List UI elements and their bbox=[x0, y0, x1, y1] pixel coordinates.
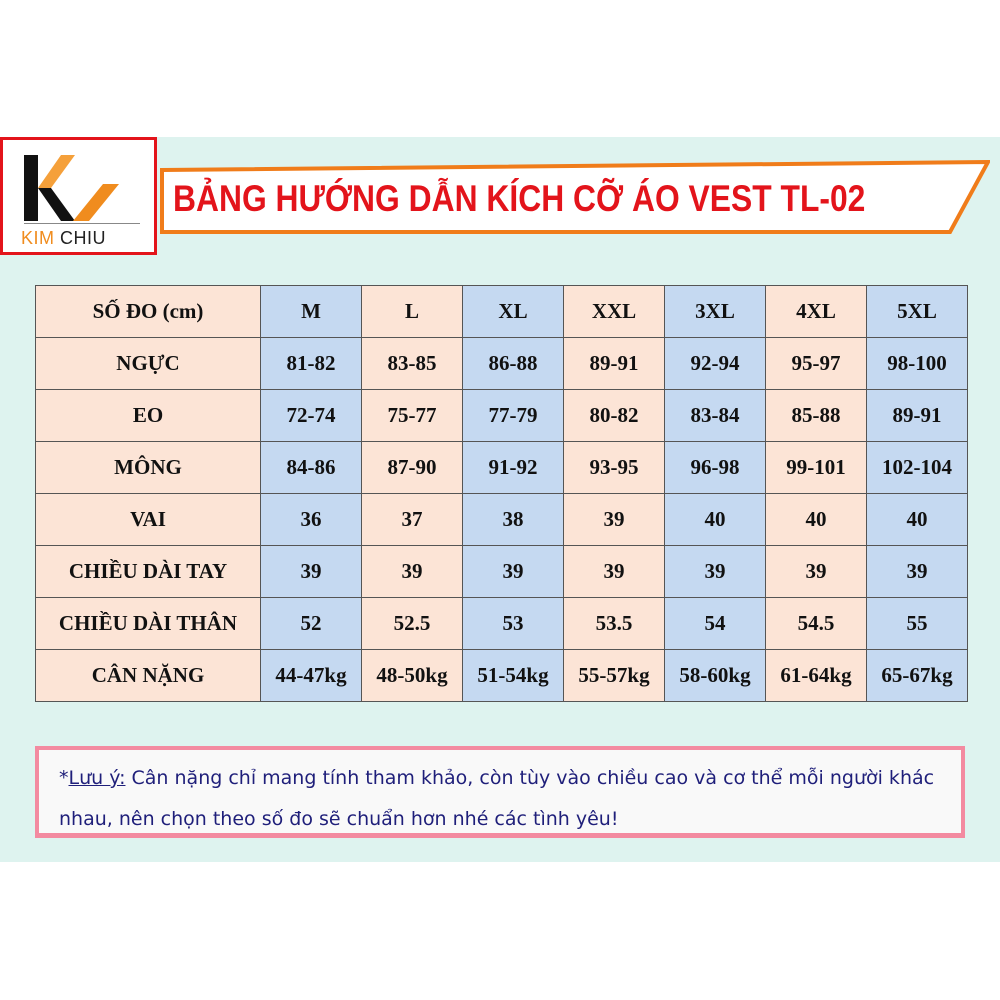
header-cell: M bbox=[260, 285, 362, 338]
measurement-cell: 81-82 bbox=[260, 337, 362, 390]
measurement-cell: 48-50kg bbox=[361, 649, 463, 702]
measurement-cell: 55-57kg bbox=[563, 649, 665, 702]
measurement-cell: 93-95 bbox=[563, 441, 665, 494]
measurement-cell: 92-94 bbox=[664, 337, 766, 390]
header-cell: L bbox=[361, 285, 463, 338]
row-label: CHIỀU DÀI THÂN bbox=[35, 597, 261, 650]
size-table: SỐ ĐO (cm) M L XL XXL 3XL 4XL 5XL NGỰC 81… bbox=[35, 285, 968, 702]
header-cell: XL bbox=[462, 285, 564, 338]
measurement-cell: 86-88 bbox=[462, 337, 564, 390]
table-row: CÂN NẶNG 44-47kg 48-50kg 51-54kg 55-57kg 58-6… bbox=[35, 649, 968, 702]
table-row: VAI 36 37 38 39 40 40 40 bbox=[35, 493, 968, 546]
logo-text: KIM CHIU bbox=[21, 228, 107, 248]
measurement-cell: 39 bbox=[462, 545, 564, 598]
measurement-cell: 72-74 bbox=[260, 389, 362, 442]
measurement-cell: 65-67kg bbox=[866, 649, 968, 702]
measurement-cell: 39 bbox=[260, 545, 362, 598]
row-label: VAI bbox=[35, 493, 261, 546]
measurement-cell: 39 bbox=[361, 545, 463, 598]
measurement-cell: 85-88 bbox=[765, 389, 867, 442]
measurement-cell: 39 bbox=[765, 545, 867, 598]
row-label: NGỰC bbox=[35, 337, 261, 390]
measurement-cell: 53 bbox=[462, 597, 564, 650]
table-header-row: SỐ ĐO (cm) M L XL XXL 3XL 4XL 5XL bbox=[35, 285, 968, 338]
table-row: CHIỀU DÀI THÂN 52 52.5 53 53.5 54 54.5 55 bbox=[35, 597, 968, 650]
measurement-cell: 39 bbox=[563, 545, 665, 598]
measurement-cell: 55 bbox=[866, 597, 968, 650]
header-cell: 4XL bbox=[765, 285, 867, 338]
measurement-cell: 83-85 bbox=[361, 337, 463, 390]
measurement-cell: 91-92 bbox=[462, 441, 564, 494]
measurement-cell: 40 bbox=[765, 493, 867, 546]
measurement-cell: 87-90 bbox=[361, 441, 463, 494]
measurement-cell: 39 bbox=[563, 493, 665, 546]
measurement-cell: 39 bbox=[866, 545, 968, 598]
table-row: MÔNG 84-86 87-90 91-92 93-95 96-98 99-101 102-1… bbox=[35, 441, 968, 494]
page-title: BẢNG HƯỚNG DẪN KÍCH CỠ ÁO VEST TL-02 bbox=[173, 178, 866, 219]
title-banner bbox=[160, 160, 990, 235]
measurement-cell: 52 bbox=[260, 597, 362, 650]
measurement-cell: 89-91 bbox=[866, 389, 968, 442]
measurement-cell: 39 bbox=[664, 545, 766, 598]
header-cell: SỐ ĐO (cm) bbox=[35, 285, 261, 338]
header-cell: 3XL bbox=[664, 285, 766, 338]
k-logo-icon bbox=[24, 155, 140, 224]
row-label: MÔNG bbox=[35, 441, 261, 494]
measurement-cell: 98-100 bbox=[866, 337, 968, 390]
measurement-cell: 61-64kg bbox=[765, 649, 867, 702]
measurement-cell: 95-97 bbox=[765, 337, 867, 390]
measurement-cell: 58-60kg bbox=[664, 649, 766, 702]
measurement-cell: 53.5 bbox=[563, 597, 665, 650]
measurement-cell: 75-77 bbox=[361, 389, 463, 442]
header-cell: XXL bbox=[563, 285, 665, 338]
measurement-cell: 52.5 bbox=[361, 597, 463, 650]
measurement-cell: 37 bbox=[361, 493, 463, 546]
measurement-cell: 40 bbox=[664, 493, 766, 546]
note-box: *Lưu ý: Cân nặng chỉ mang tính tham khảo… bbox=[35, 746, 965, 838]
table-row: CHIỀU DÀI TAY 39 39 39 39 39 39 39 bbox=[35, 545, 968, 598]
measurement-cell: 38 bbox=[462, 493, 564, 546]
measurement-cell: 80-82 bbox=[563, 389, 665, 442]
logo: KIM CHIU bbox=[0, 137, 157, 255]
measurement-cell: 51-54kg bbox=[462, 649, 564, 702]
table-row: NGỰC 81-82 83-85 86-88 89-91 92-94 95-97 98-100 bbox=[35, 337, 968, 390]
measurement-cell: 40 bbox=[866, 493, 968, 546]
row-label: CÂN NẶNG bbox=[35, 649, 261, 702]
measurement-cell: 89-91 bbox=[563, 337, 665, 390]
measurement-cell: 96-98 bbox=[664, 441, 766, 494]
measurement-cell: 44-47kg bbox=[260, 649, 362, 702]
measurement-cell: 102-104 bbox=[866, 441, 968, 494]
row-label: EO bbox=[35, 389, 261, 442]
measurement-cell: 77-79 bbox=[462, 389, 564, 442]
header-cell: 5XL bbox=[866, 285, 968, 338]
measurement-cell: 36 bbox=[260, 493, 362, 546]
row-label: CHIỀU DÀI TAY bbox=[35, 545, 261, 598]
measurement-cell: 54 bbox=[664, 597, 766, 650]
measurement-cell: 83-84 bbox=[664, 389, 766, 442]
measurement-cell: 99-101 bbox=[765, 441, 867, 494]
table-row: EO 72-74 75-77 77-79 80-82 83-84 85-88 89-91 bbox=[35, 389, 968, 442]
note-text: *Lưu ý: Cân nặng chỉ mang tính tham khảo… bbox=[59, 767, 935, 830]
measurement-cell: 84-86 bbox=[260, 441, 362, 494]
measurement-cell: 54.5 bbox=[765, 597, 867, 650]
